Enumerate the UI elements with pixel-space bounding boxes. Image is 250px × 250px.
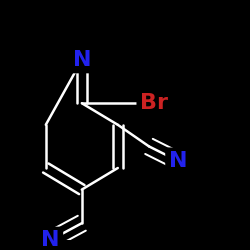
Text: N: N <box>41 230 60 250</box>
Text: N: N <box>168 151 187 171</box>
Text: N: N <box>41 230 60 250</box>
Text: N: N <box>168 151 187 171</box>
Text: Br: Br <box>140 93 168 113</box>
Text: N: N <box>72 50 91 70</box>
Text: Br: Br <box>140 93 168 113</box>
Text: N: N <box>72 50 91 70</box>
